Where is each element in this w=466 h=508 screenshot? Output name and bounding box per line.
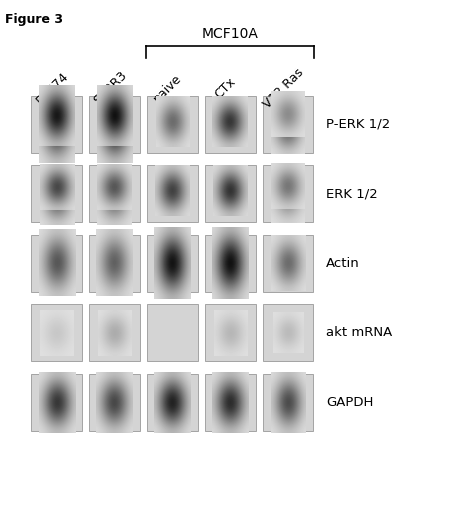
FancyBboxPatch shape — [147, 165, 198, 222]
FancyBboxPatch shape — [89, 304, 140, 361]
Text: Figure 3: Figure 3 — [5, 13, 62, 26]
Text: naive: naive — [151, 72, 185, 105]
FancyBboxPatch shape — [262, 235, 314, 292]
Text: MCF10A: MCF10A — [202, 26, 259, 41]
Text: BT474: BT474 — [34, 70, 71, 107]
FancyBboxPatch shape — [89, 235, 140, 292]
FancyBboxPatch shape — [262, 304, 314, 361]
FancyBboxPatch shape — [205, 374, 256, 431]
FancyBboxPatch shape — [89, 374, 140, 431]
Text: SKBR3: SKBR3 — [91, 69, 129, 107]
FancyBboxPatch shape — [31, 96, 82, 152]
Text: GAPDH: GAPDH — [326, 396, 374, 409]
FancyBboxPatch shape — [205, 304, 256, 361]
FancyBboxPatch shape — [262, 165, 314, 222]
FancyBboxPatch shape — [262, 96, 314, 152]
FancyBboxPatch shape — [205, 235, 256, 292]
FancyBboxPatch shape — [31, 235, 82, 292]
FancyBboxPatch shape — [89, 165, 140, 222]
Text: V12 Ras: V12 Ras — [261, 66, 306, 111]
Text: CTx: CTx — [212, 75, 239, 101]
FancyBboxPatch shape — [262, 374, 314, 431]
FancyBboxPatch shape — [205, 96, 256, 152]
FancyBboxPatch shape — [31, 304, 82, 361]
FancyBboxPatch shape — [147, 374, 198, 431]
FancyBboxPatch shape — [31, 165, 82, 222]
FancyBboxPatch shape — [147, 96, 198, 152]
FancyBboxPatch shape — [31, 374, 82, 431]
FancyBboxPatch shape — [89, 96, 140, 152]
Text: ERK 1/2: ERK 1/2 — [326, 187, 378, 200]
FancyBboxPatch shape — [147, 235, 198, 292]
Text: Actin: Actin — [326, 257, 360, 270]
Text: P-ERK 1/2: P-ERK 1/2 — [326, 118, 391, 131]
FancyBboxPatch shape — [147, 304, 198, 361]
Text: akt mRNA: akt mRNA — [326, 326, 392, 339]
FancyBboxPatch shape — [205, 165, 256, 222]
